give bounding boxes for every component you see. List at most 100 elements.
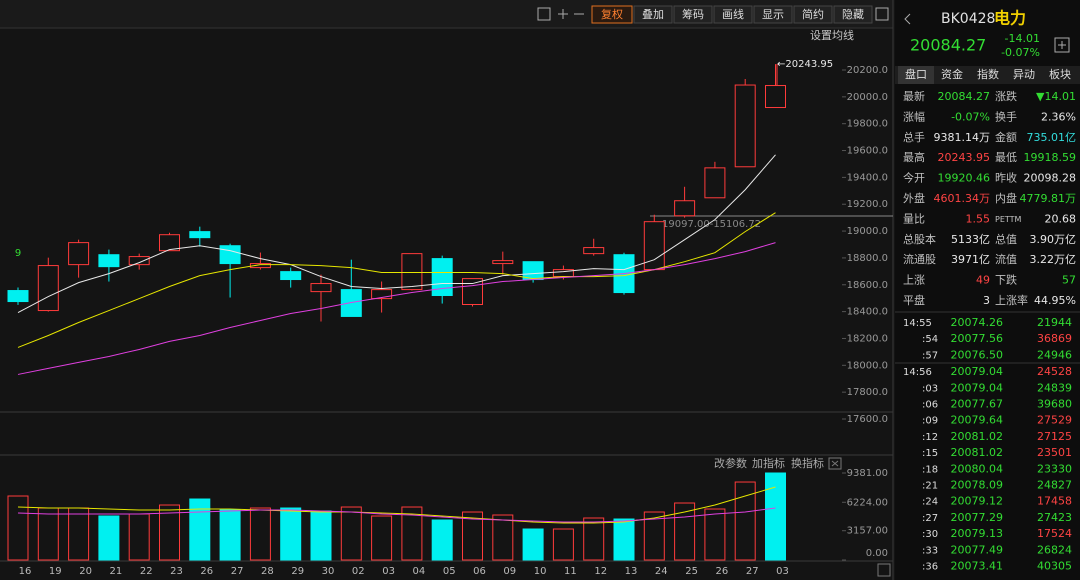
- volume-bar: [522, 528, 544, 561]
- back-icon[interactable]: [904, 13, 911, 25]
- candle-body: [159, 234, 180, 252]
- toolbar-button[interactable]: [673, 5, 713, 24]
- toolbar-label[interactable]: 隐藏: [842, 8, 864, 21]
- side-panel: [895, 0, 1080, 580]
- date-label: 12: [594, 566, 607, 577]
- tick-volume: 17524: [1037, 527, 1072, 540]
- quote-label: 今开: [903, 171, 925, 185]
- indicator-button[interactable]: 换指标: [791, 456, 824, 470]
- quote-label: 总手: [903, 130, 925, 144]
- y-tick-label: 3157.00: [847, 526, 888, 537]
- ma-setting[interactable]: 设置均线: [810, 28, 854, 42]
- date-label: 09: [503, 566, 516, 577]
- candle-body: [310, 283, 332, 293]
- tab[interactable]: 盘口: [905, 67, 927, 81]
- candle-body: [401, 253, 423, 291]
- add-icon[interactable]: [1058, 41, 1066, 49]
- date-label: 28: [261, 566, 274, 577]
- toolbar-label[interactable]: 简约: [802, 7, 824, 21]
- toolbar-button[interactable]: [633, 5, 673, 24]
- tick-time: :36: [922, 562, 938, 573]
- toolbar-label[interactable]: 显示: [762, 8, 784, 21]
- tick-price: 20079.13: [951, 527, 1004, 540]
- tick-price: 20073.41: [951, 560, 1004, 573]
- tick-volume: 40305: [1037, 560, 1072, 573]
- toolbar-button[interactable]: [591, 5, 633, 24]
- date-label: 27: [231, 566, 244, 577]
- volume-bar: [552, 528, 574, 561]
- fullscreen-icon[interactable]: [875, 7, 889, 21]
- tab[interactable]: 资金: [941, 67, 963, 81]
- quote-label: 最新: [903, 89, 925, 103]
- indicator-button[interactable]: 加指标: [752, 456, 785, 470]
- ma-line: [17, 242, 776, 375]
- y-tick-label: 20000.0: [847, 92, 888, 103]
- marker-label: 9: [15, 248, 21, 259]
- quote-label: PETTM: [995, 215, 1022, 224]
- toolbar-button[interactable]: [753, 5, 793, 24]
- tab[interactable]: 异动: [1013, 68, 1035, 81]
- volume-bar: [462, 511, 483, 561]
- tick-volume: 24839: [1037, 381, 1072, 394]
- tab[interactable]: 板块: [1049, 67, 1071, 81]
- candle-body: [522, 261, 544, 281]
- close-icon[interactable]: [831, 460, 839, 467]
- quote-value: 20243.95: [938, 151, 991, 164]
- tick-time: 14:56: [903, 367, 932, 378]
- volume-bar: [98, 515, 120, 561]
- tick-price: 20079.64: [951, 414, 1004, 427]
- toolbar-button[interactable]: [833, 5, 873, 24]
- date-label: 26: [716, 566, 729, 577]
- candle-body: [189, 231, 211, 239]
- crosshair-label: 19097.00-15106.72: [662, 219, 761, 230]
- icon[interactable]: [537, 7, 551, 21]
- scroll-icon[interactable]: [877, 563, 891, 577]
- y-tick-label: 6224.00: [847, 497, 888, 508]
- candle-body: [734, 84, 756, 168]
- tick-price: 20079.04: [951, 365, 1004, 378]
- tick-volume: 21944: [1037, 316, 1072, 329]
- toolbar-label[interactable]: 画线: [722, 7, 744, 21]
- y-tick-label: 18800.0: [847, 253, 888, 264]
- tick-volume: 36869: [1037, 332, 1072, 345]
- zoom-in-icon[interactable]: [558, 9, 568, 19]
- change-pct: -0.07%: [1001, 46, 1040, 59]
- date-label: 30: [322, 566, 335, 577]
- volume-ma-line: [17, 486, 776, 524]
- toolbar-label[interactable]: 筹码: [682, 7, 704, 21]
- quote-label: 流通股: [903, 252, 936, 266]
- y-tick-label: 17800.0: [847, 387, 888, 398]
- tick-volume: 24528: [1037, 365, 1072, 378]
- add-icon[interactable]: [1054, 37, 1070, 53]
- date-label: 21: [110, 566, 123, 577]
- toolbar-label[interactable]: 复权: [601, 7, 623, 21]
- quote-value: 4601.34万: [934, 192, 991, 205]
- toolbar-button[interactable]: [713, 5, 753, 24]
- volume-bar: [431, 519, 453, 561]
- volume-bar: [704, 508, 726, 561]
- toolbar-button[interactable]: [793, 5, 833, 24]
- volume-bar: [643, 511, 665, 561]
- quote-label: 内盘: [995, 191, 1017, 205]
- date-label: 11: [564, 566, 577, 577]
- tab[interactable]: 指数: [977, 67, 999, 81]
- quote-label: 下跌: [995, 273, 1017, 287]
- quote-label: 总股本: [903, 232, 936, 246]
- y-tick-label: 20200.0: [847, 65, 888, 76]
- toolbar-label[interactable]: 叠加: [642, 8, 664, 21]
- volume-bar: [583, 517, 605, 561]
- tick-time: :57: [922, 350, 938, 361]
- tick-volume: 27125: [1037, 430, 1072, 443]
- y-tick-label: 19000.0: [847, 226, 888, 237]
- quote-value: 735.01亿: [1027, 131, 1077, 144]
- y-tick-label: 19600.0: [847, 146, 888, 157]
- quote-label: 平盘: [903, 293, 925, 307]
- quote-value: 20.68: [1045, 212, 1077, 225]
- indicator-button[interactable]: 改参数: [714, 456, 747, 470]
- tick-price: 20081.02: [951, 430, 1004, 443]
- quote-label: 金额: [995, 130, 1017, 144]
- date-label: 26: [200, 566, 213, 577]
- close-icon[interactable]: [828, 457, 842, 470]
- tick-volume: 23330: [1037, 462, 1072, 475]
